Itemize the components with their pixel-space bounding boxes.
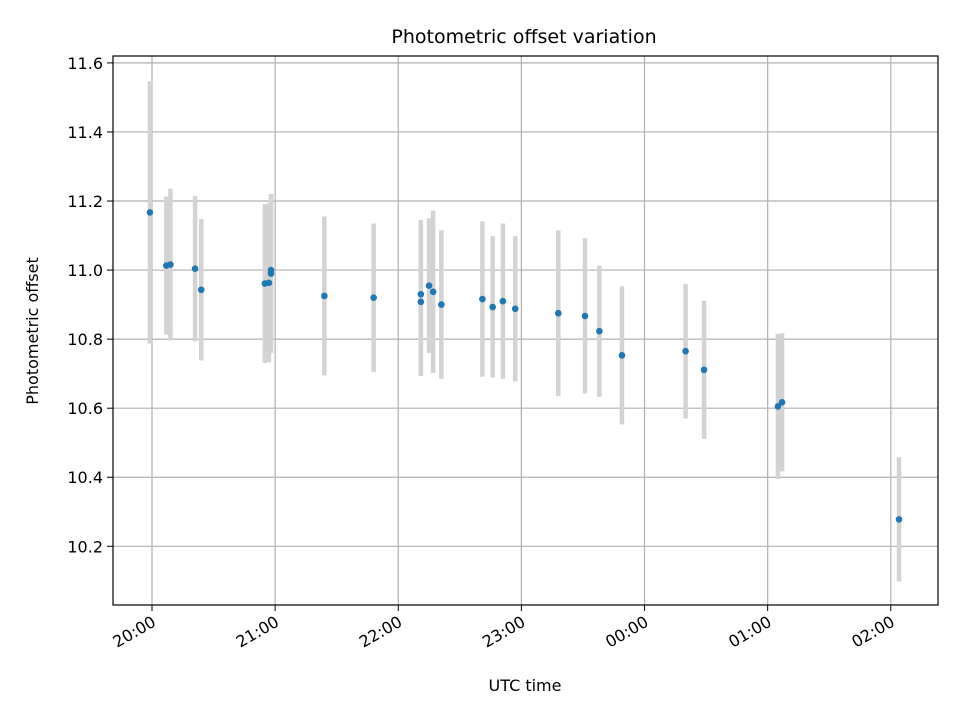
y-tick-label: 10.2 (67, 537, 103, 556)
data-point (682, 348, 689, 355)
data-point (167, 261, 174, 268)
data-point (438, 301, 445, 308)
x-tick-label: 22:00 (356, 612, 405, 652)
y-tick-label: 11.2 (67, 192, 103, 211)
x-tick-label: 21:00 (233, 612, 282, 652)
y-axis-ticks: 10.2 10.4 10.6 10.8 11.0 11.2 11.4 11.6 (67, 54, 113, 556)
data-point (619, 352, 626, 359)
data-point (430, 289, 437, 296)
y-tick-label: 10.8 (67, 330, 103, 349)
data-point (596, 328, 603, 335)
data-point (418, 291, 425, 298)
data-point (370, 294, 377, 301)
y-tick-label: 10.6 (67, 399, 103, 418)
data-point (582, 313, 589, 320)
data-point (701, 367, 708, 374)
data-point (268, 267, 275, 274)
data-point (198, 286, 205, 293)
y-tick-label: 11.4 (67, 123, 103, 142)
x-tick-label: 20:00 (110, 612, 159, 652)
grid-lines (113, 56, 938, 605)
data-point (321, 293, 328, 300)
data-point (479, 296, 486, 303)
error-bars (150, 81, 899, 581)
y-axis-label: Photometric offset (23, 257, 42, 405)
x-tick-label: 02:00 (848, 612, 897, 652)
chart-title: Photometric offset variation (391, 26, 656, 48)
x-tick-label: 23:00 (479, 612, 528, 652)
data-point (266, 280, 273, 287)
y-tick-label: 11.6 (67, 54, 103, 73)
x-tick-label: 01:00 (725, 612, 774, 652)
data-point (512, 305, 519, 312)
data-point (192, 265, 199, 272)
y-tick-label: 10.4 (67, 468, 103, 487)
data-point (779, 399, 786, 406)
y-tick-label: 11.0 (67, 261, 103, 280)
data-point (500, 298, 507, 305)
data-point (896, 516, 903, 523)
data-point (426, 282, 433, 289)
data-points (147, 209, 903, 523)
x-tick-label: 00:00 (602, 612, 651, 652)
data-point (489, 304, 496, 311)
chart-figure: Photometric offset variation 20:00 21:00 2… (0, 0, 960, 720)
data-point (555, 310, 562, 317)
plot-frame (113, 56, 938, 605)
data-point (147, 209, 154, 216)
x-axis-label: UTC time (489, 676, 562, 695)
x-axis-ticks: 20:00 21:00 22:00 23:00 00:00 01:00 02:00 (110, 605, 898, 652)
data-point (418, 299, 425, 306)
